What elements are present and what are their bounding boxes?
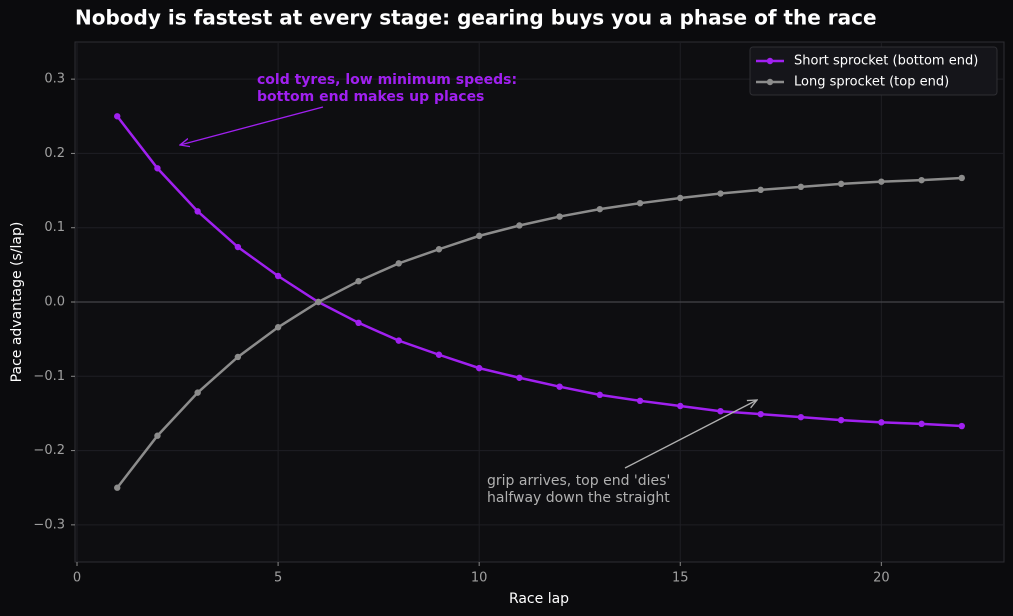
data-point bbox=[556, 213, 563, 220]
data-point bbox=[315, 298, 322, 306]
annotation-arrow bbox=[624, 400, 757, 469]
annotation: halfway down the straight bbox=[487, 490, 670, 506]
data-point bbox=[837, 180, 845, 188]
data-point bbox=[114, 113, 121, 120]
data-point bbox=[797, 183, 805, 191]
data-point bbox=[435, 246, 443, 253]
legend-label: Short sprocket (bottom end) bbox=[794, 54, 978, 69]
annotation: bottom end makes up places bbox=[257, 89, 484, 105]
data-point bbox=[717, 190, 724, 197]
x-tick-label: 5 bbox=[274, 571, 282, 586]
y-tick-label: −0.1 bbox=[33, 369, 65, 384]
series-line bbox=[116, 115, 962, 428]
data-point bbox=[475, 232, 483, 240]
x-tick-label: 0 bbox=[73, 571, 81, 586]
data-point bbox=[958, 174, 965, 182]
annotation: cold tyres, low minimum speeds: bbox=[257, 72, 517, 88]
x-tick-label: 15 bbox=[672, 571, 689, 586]
series-line bbox=[116, 176, 962, 489]
data-point bbox=[475, 364, 483, 372]
data-point bbox=[596, 205, 604, 213]
legend-marker bbox=[766, 78, 774, 86]
legend: Short sprocket (bottom end) Long sprocket… bbox=[749, 46, 998, 96]
annotation-arrow bbox=[180, 106, 324, 145]
data-point bbox=[717, 408, 724, 415]
data-point bbox=[274, 324, 282, 331]
y-tick-label: 0.2 bbox=[44, 146, 65, 161]
legend-marker bbox=[766, 57, 774, 65]
data-point bbox=[837, 416, 845, 424]
data-point bbox=[918, 176, 925, 184]
data-point bbox=[918, 420, 925, 428]
y-tick-label: 0.0 bbox=[44, 295, 65, 310]
data-point bbox=[114, 484, 121, 491]
data-point bbox=[516, 222, 523, 229]
data-point bbox=[194, 208, 201, 215]
data-point bbox=[797, 413, 805, 421]
y-tick-label: 0.1 bbox=[44, 220, 65, 235]
data-point bbox=[677, 194, 684, 202]
data-point bbox=[234, 353, 242, 361]
legend-box bbox=[749, 46, 998, 96]
y-tick-label: −0.3 bbox=[33, 517, 65, 532]
data-point bbox=[516, 374, 523, 381]
x-tick-label: 20 bbox=[873, 571, 890, 586]
data-point bbox=[395, 337, 402, 344]
data-point bbox=[154, 165, 161, 172]
y-tick-label: 0.3 bbox=[44, 72, 65, 87]
data-point bbox=[757, 186, 764, 194]
y-axis-label: Pace advantage (s/lap) bbox=[9, 222, 25, 383]
data-point bbox=[556, 383, 563, 390]
x-axis-label: Race lap bbox=[509, 591, 569, 607]
data-point bbox=[355, 278, 362, 285]
data-point bbox=[194, 389, 201, 396]
data-point bbox=[958, 422, 965, 430]
x-tick-label: 10 bbox=[471, 571, 488, 586]
y-tick-label: −0.2 bbox=[33, 443, 65, 458]
data-point bbox=[636, 397, 644, 404]
legend-label: Long sprocket (top end) bbox=[794, 75, 949, 90]
annotation: grip arrives, top end 'dies' bbox=[487, 473, 670, 489]
data-point bbox=[596, 391, 604, 399]
data-point bbox=[154, 432, 161, 439]
data-point bbox=[274, 272, 282, 280]
data-point bbox=[395, 260, 402, 267]
data-point bbox=[234, 243, 242, 251]
data-point bbox=[355, 319, 362, 326]
data-point bbox=[636, 200, 644, 207]
chart-title: Nobody is fastest at every stage: gearin… bbox=[75, 6, 877, 30]
data-point bbox=[878, 419, 885, 426]
data-point bbox=[435, 351, 443, 358]
data-point bbox=[878, 178, 885, 185]
data-point bbox=[757, 410, 764, 418]
data-point bbox=[677, 402, 684, 410]
